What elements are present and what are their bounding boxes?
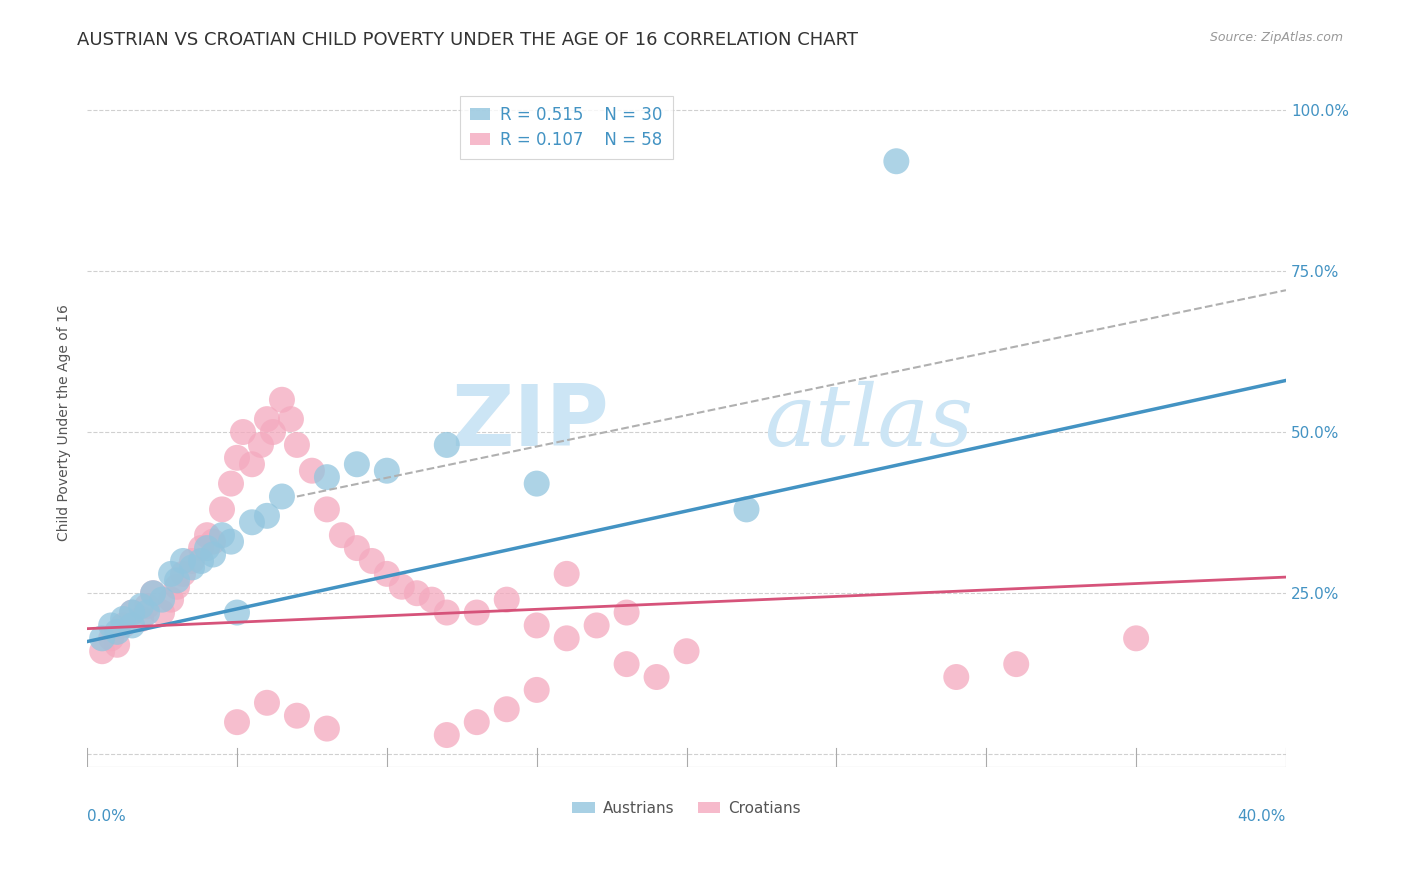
Point xyxy=(226,450,249,465)
Point xyxy=(405,586,427,600)
Point xyxy=(316,470,339,484)
Point xyxy=(616,657,638,672)
Point xyxy=(271,392,294,407)
Point xyxy=(219,534,242,549)
Point xyxy=(112,612,135,626)
Point xyxy=(240,516,263,530)
Text: atlas: atlas xyxy=(765,381,973,464)
Point xyxy=(886,154,908,169)
Point xyxy=(142,586,165,600)
Point xyxy=(211,528,233,542)
Point xyxy=(136,599,159,613)
Point xyxy=(91,644,114,658)
Point xyxy=(100,632,122,646)
Legend: Austrians, Croatians: Austrians, Croatians xyxy=(567,795,807,822)
Point xyxy=(616,606,638,620)
Point xyxy=(91,632,114,646)
Point xyxy=(129,599,152,613)
Point xyxy=(391,580,413,594)
Point xyxy=(945,670,967,684)
Point xyxy=(232,425,254,439)
Point xyxy=(250,438,273,452)
Point xyxy=(465,715,488,730)
Y-axis label: Child Poverty Under the Age of 16: Child Poverty Under the Age of 16 xyxy=(58,304,72,541)
Point xyxy=(172,554,194,568)
Point xyxy=(256,412,278,426)
Text: ZIP: ZIP xyxy=(451,381,609,464)
Point xyxy=(100,618,122,632)
Point xyxy=(526,476,548,491)
Point xyxy=(121,606,143,620)
Point xyxy=(172,566,194,581)
Text: 40.0%: 40.0% xyxy=(1237,809,1286,823)
Point xyxy=(166,574,188,588)
Point xyxy=(150,606,173,620)
Point xyxy=(226,606,249,620)
Point xyxy=(1125,632,1147,646)
Point xyxy=(226,715,249,730)
Point xyxy=(219,476,242,491)
Point xyxy=(495,592,517,607)
Point xyxy=(360,554,382,568)
Point xyxy=(645,670,668,684)
Point xyxy=(735,502,758,516)
Point xyxy=(190,554,212,568)
Point xyxy=(262,425,284,439)
Point xyxy=(1005,657,1028,672)
Point xyxy=(211,502,233,516)
Point xyxy=(142,586,165,600)
Point xyxy=(129,612,152,626)
Point xyxy=(436,438,458,452)
Point xyxy=(105,624,128,639)
Point xyxy=(375,566,398,581)
Point xyxy=(555,566,578,581)
Point xyxy=(375,464,398,478)
Point xyxy=(105,638,128,652)
Point xyxy=(112,618,135,632)
Point xyxy=(195,528,218,542)
Point xyxy=(121,618,143,632)
Text: AUSTRIAN VS CROATIAN CHILD POVERTY UNDER THE AGE OF 16 CORRELATION CHART: AUSTRIAN VS CROATIAN CHILD POVERTY UNDER… xyxy=(77,31,858,49)
Point xyxy=(195,541,218,555)
Point xyxy=(285,438,308,452)
Point xyxy=(202,534,225,549)
Point xyxy=(585,618,607,632)
Point xyxy=(436,606,458,620)
Point xyxy=(150,592,173,607)
Point xyxy=(240,457,263,471)
Point xyxy=(316,722,339,736)
Point xyxy=(526,682,548,697)
Point xyxy=(160,566,183,581)
Point xyxy=(166,580,188,594)
Point xyxy=(181,554,204,568)
Point xyxy=(301,464,323,478)
Point xyxy=(136,606,159,620)
Point xyxy=(271,490,294,504)
Point xyxy=(160,592,183,607)
Point xyxy=(436,728,458,742)
Point xyxy=(202,548,225,562)
Point xyxy=(121,606,143,620)
Text: Source: ZipAtlas.com: Source: ZipAtlas.com xyxy=(1209,31,1343,45)
Point xyxy=(346,457,368,471)
Point xyxy=(280,412,302,426)
Point xyxy=(420,592,443,607)
Point xyxy=(316,502,339,516)
Point xyxy=(181,560,204,574)
Point xyxy=(675,644,697,658)
Text: 0.0%: 0.0% xyxy=(87,809,127,823)
Point xyxy=(495,702,517,716)
Point xyxy=(346,541,368,555)
Point xyxy=(526,618,548,632)
Point xyxy=(256,508,278,523)
Point xyxy=(465,606,488,620)
Point xyxy=(285,708,308,723)
Point xyxy=(330,528,353,542)
Point xyxy=(190,541,212,555)
Point xyxy=(555,632,578,646)
Point xyxy=(256,696,278,710)
